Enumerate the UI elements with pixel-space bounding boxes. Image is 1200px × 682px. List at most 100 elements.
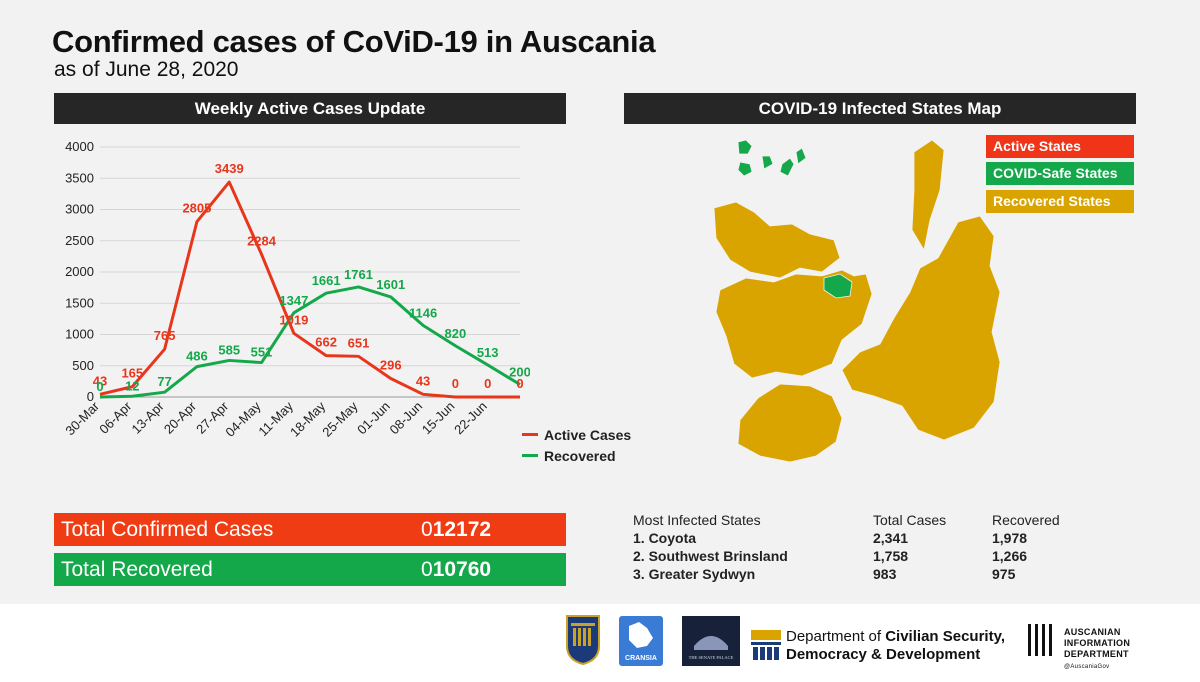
data-label: 165: [121, 366, 143, 381]
table-cell-state: 2. Southwest Brinsland: [633, 548, 788, 564]
x-tick-label: 22-Jun: [451, 399, 490, 438]
total-confirmed-number: 12172: [432, 518, 492, 541]
x-tick-label: 06-Apr: [96, 398, 135, 437]
data-label: 1019: [279, 312, 308, 327]
y-tick-label: 2000: [65, 264, 94, 279]
series-line-recovered: [99, 285, 521, 399]
aid-handle: @AuscaniaGov: [1064, 664, 1110, 670]
map-island-north-4: [779, 157, 795, 177]
data-label: 486: [186, 349, 208, 364]
table-header-total: Total Cases: [873, 512, 947, 528]
data-label: 3439: [215, 161, 244, 176]
data-label: 651: [348, 335, 370, 350]
map-region-west-upper: [713, 201, 841, 279]
map-island-north-1: [737, 139, 753, 155]
aid-line1: AUSCANIAN: [1064, 627, 1121, 637]
total-recovered-lead: 0: [421, 558, 433, 581]
dept-line1-plain: Department of: [786, 628, 886, 645]
data-label: 662: [315, 335, 337, 350]
aid-line2: INFORMATION: [1064, 638, 1131, 648]
table-cell-recovered: 1,266: [992, 548, 1028, 564]
map-legend-active: Active States: [986, 135, 1134, 158]
x-tick-label: 04-May: [222, 398, 264, 440]
dept-name: Department of Civilian Security, Democra…: [786, 628, 1005, 664]
map-region-east-north: [911, 139, 945, 252]
dept-line1-bold: Civilian Security,: [885, 628, 1005, 645]
legend-recovered-swatch: [522, 454, 538, 457]
data-label: 77: [157, 374, 171, 389]
map-island-north-3: [761, 155, 774, 170]
x-tick-label: 20-Apr: [161, 398, 200, 437]
table-row: 3. Greater Sydwyn 983 975: [633, 566, 1133, 584]
data-label: 0: [96, 379, 103, 394]
table-cell-recovered: 975: [992, 566, 1016, 582]
senate-palace-logo-label: THE SENATE PALACE: [689, 655, 734, 660]
table-header-row: Most Infected States Total Cases Recover…: [633, 512, 1133, 530]
data-label: 2805: [182, 201, 211, 216]
most-infected-states-table: Most Infected States Total Cases Recover…: [633, 512, 1133, 584]
total-recovered-number: 10760: [432, 558, 492, 581]
data-label: 765: [154, 328, 176, 343]
table-header-recovered: Recovered: [992, 512, 1060, 528]
data-label: 43: [93, 373, 107, 388]
data-label: 551: [251, 345, 273, 360]
y-tick-label: 1000: [65, 327, 94, 342]
table-cell-total: 2,341: [873, 530, 909, 546]
map-panel-header: COVID-19 Infected States Map: [624, 93, 1136, 124]
infected-states-map: [713, 139, 1001, 463]
map-legend-recovered: Recovered States: [986, 190, 1134, 213]
x-tick-label: 25-May: [319, 398, 361, 440]
legend-active-label: Active Cases: [544, 426, 632, 443]
legend-active: Active Cases: [522, 424, 631, 445]
aid-logo-icon: [1028, 624, 1052, 656]
data-label: 200: [509, 365, 530, 380]
chart-panel-header: Weekly Active Cases Update: [54, 93, 566, 124]
map-region-west-central: [715, 269, 873, 379]
table-row: 1. Coyota 2,341 1,978: [633, 530, 1133, 548]
data-label: 0: [516, 376, 523, 391]
data-label: 43: [416, 373, 430, 388]
data-label: 513: [477, 345, 499, 360]
map-region-east-main: [841, 215, 1001, 441]
map-region-south: [737, 383, 843, 463]
data-label: 1347: [279, 293, 308, 308]
map-legend-safe: COVID-Safe States: [986, 162, 1134, 185]
table-header-state: Most Infected States: [633, 512, 761, 528]
x-tick-label: 01-Jun: [354, 399, 393, 438]
table-cell-total: 1,758: [873, 548, 909, 564]
legend-recovered: Recovered: [522, 445, 631, 466]
total-confirmed-label: Total Confirmed Cases: [61, 518, 274, 541]
table-cell-total: 983: [873, 566, 897, 582]
page-title: Confirmed cases of CoViD-19 in Auscania: [52, 24, 656, 59]
senate-palace-logo-icon: THE SENATE PALACE: [682, 616, 740, 666]
data-label: 1661: [312, 273, 341, 288]
data-label: 820: [445, 326, 467, 341]
total-confirmed-box: Total Confirmed Cases 012172: [54, 513, 566, 546]
map-island-north-2: [737, 161, 753, 177]
y-tick-label: 3500: [65, 170, 94, 185]
data-label: 0: [484, 376, 491, 391]
chart-legend: Active Cases Recovered: [522, 424, 631, 466]
y-tick-label: 4000: [65, 139, 94, 154]
dept-line2-bold: Democracy & Development: [786, 646, 981, 663]
data-label: 0: [452, 376, 459, 391]
x-tick-label: 13-Apr: [129, 398, 168, 437]
table-row: 2. Southwest Brinsland 1,758 1,266: [633, 548, 1133, 566]
y-tick-label: 2500: [65, 233, 94, 248]
total-confirmed-lead: 0: [421, 518, 433, 541]
table-cell-state: 1. Coyota: [633, 530, 697, 546]
x-tick-label: 30-Mar: [62, 398, 102, 438]
map-region-covid-safe: [823, 273, 853, 299]
total-confirmed-value: 012172: [421, 518, 491, 542]
cransia-logo-icon: CRANSIA: [619, 616, 663, 666]
data-label: 12: [125, 378, 139, 393]
total-recovered-box: Total Recovered 010760: [54, 553, 566, 586]
total-recovered-label: Total Recovered: [61, 558, 213, 581]
legend-active-swatch: [522, 433, 538, 436]
x-tick-label: 08-Jun: [386, 399, 425, 438]
table-cell-recovered: 1,978: [992, 530, 1028, 546]
weekly-cases-chart: 0500100015002000250030003500400030-Mar06…: [62, 139, 530, 440]
data-label: 585: [218, 342, 240, 357]
y-tick-label: 1500: [65, 295, 94, 310]
aid-name: AUSCANIAN INFORMATION DEPARTMENT @Auscan…: [1064, 627, 1130, 673]
